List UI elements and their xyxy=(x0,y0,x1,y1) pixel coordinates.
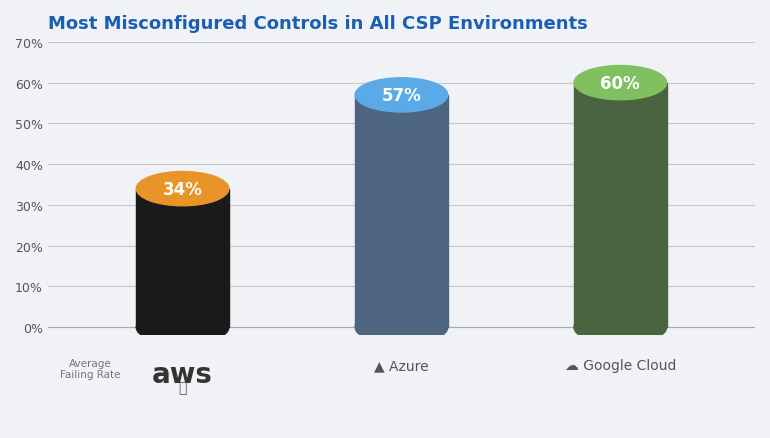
Text: aws: aws xyxy=(152,360,213,388)
Text: 57%: 57% xyxy=(382,87,421,105)
Ellipse shape xyxy=(355,78,447,113)
Ellipse shape xyxy=(355,311,447,345)
Ellipse shape xyxy=(136,172,229,206)
Text: 60%: 60% xyxy=(601,74,640,92)
Ellipse shape xyxy=(574,311,667,345)
Text: 34%: 34% xyxy=(162,180,203,198)
Text: Average
Failing Rate: Average Failing Rate xyxy=(60,358,120,380)
Text: ⤵: ⤵ xyxy=(179,380,187,394)
Ellipse shape xyxy=(574,67,667,101)
Bar xyxy=(574,84,667,328)
Text: ☁ Google Cloud: ☁ Google Cloud xyxy=(564,358,676,372)
Text: ▲ Azure: ▲ Azure xyxy=(374,358,429,372)
Bar xyxy=(355,95,447,328)
Ellipse shape xyxy=(136,311,229,345)
Text: Most Misconfigured Controls in All CSP Environments: Most Misconfigured Controls in All CSP E… xyxy=(48,15,588,33)
Bar xyxy=(136,189,229,328)
